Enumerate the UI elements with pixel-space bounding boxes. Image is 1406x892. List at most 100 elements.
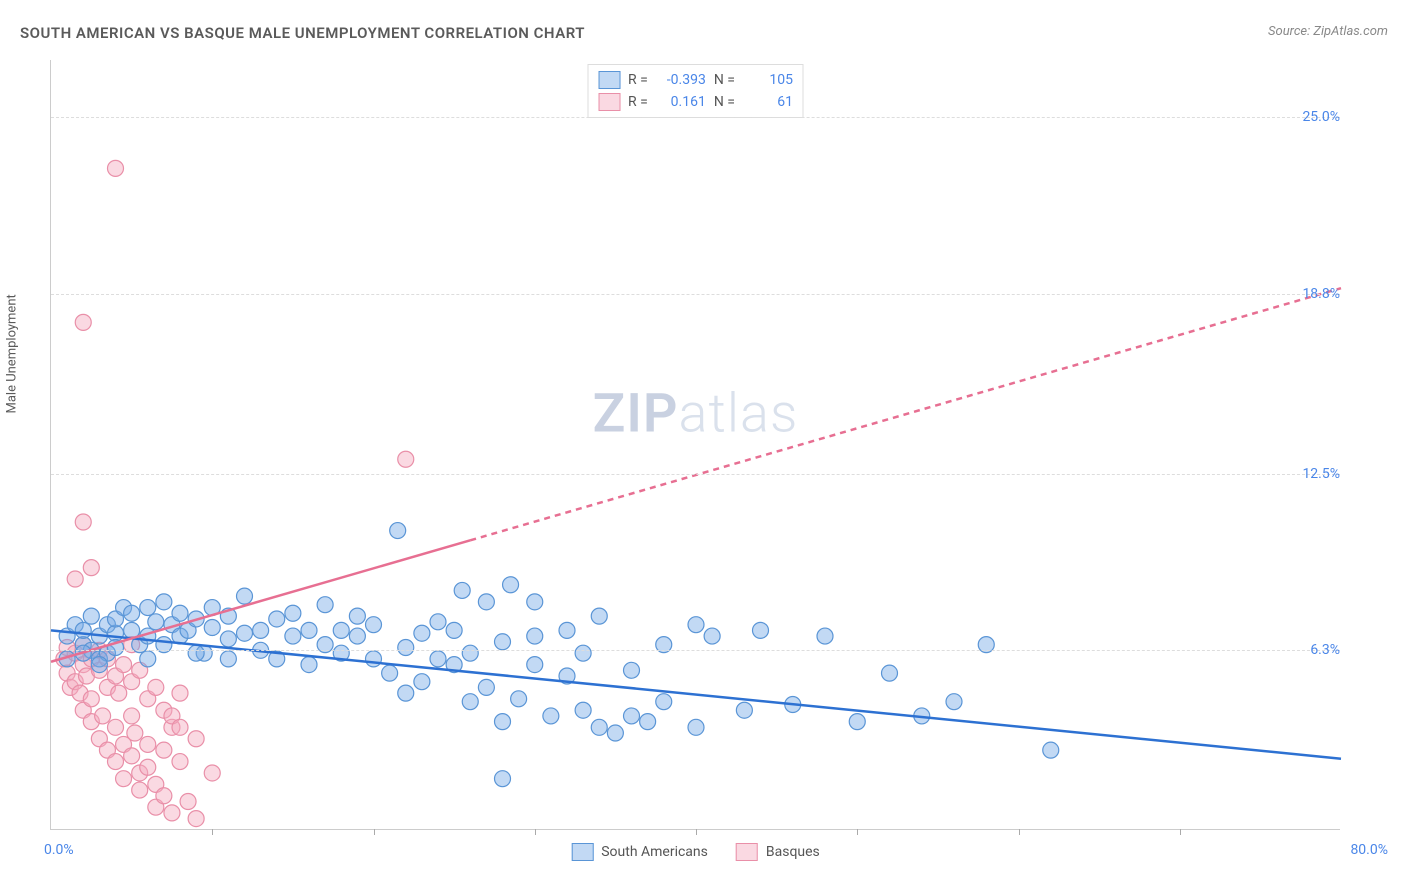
scatter-point (882, 665, 898, 681)
scatter-point (67, 571, 83, 587)
scatter-point (753, 622, 769, 638)
scatter-point (301, 657, 317, 673)
scatter-point (478, 594, 494, 610)
scatter-point (736, 702, 752, 718)
y-axis-label: Male Unemployment (5, 294, 20, 413)
scatter-point (269, 611, 285, 627)
y-tick-label: 18.8% (1302, 286, 1340, 302)
scatter-point (301, 622, 317, 638)
scatter-point (398, 639, 414, 655)
scatter-point (430, 614, 446, 630)
scatter-svg (51, 60, 1340, 829)
scatter-point (688, 617, 704, 633)
scatter-point (140, 651, 156, 667)
scatter-point (237, 625, 253, 641)
scatter-point (527, 657, 543, 673)
scatter-point (172, 685, 188, 701)
scatter-point (156, 594, 172, 610)
scatter-point (75, 622, 91, 638)
scatter-point (575, 645, 591, 661)
scatter-point (91, 657, 107, 673)
scatter-point (640, 714, 656, 730)
chart-title: SOUTH AMERICAN VS BASQUE MALE UNEMPLOYME… (20, 24, 585, 42)
scatter-point (607, 725, 623, 741)
scatter-point (140, 600, 156, 616)
trend-line (470, 288, 1341, 540)
scatter-point (108, 754, 124, 770)
scatter-point (624, 708, 640, 724)
scatter-point (95, 708, 111, 724)
x-tick (1019, 829, 1020, 835)
scatter-point (204, 765, 220, 781)
gridline (51, 117, 1340, 118)
legend-swatch-pink-b (736, 843, 758, 861)
x-tick (857, 829, 858, 835)
y-tick-label: 6.3% (1310, 642, 1340, 658)
legend-item-south-americans: South Americans (571, 843, 708, 861)
legend-label-south-americans: South Americans (601, 844, 708, 860)
scatter-point (414, 625, 430, 641)
scatter-point (454, 582, 470, 598)
scatter-point (188, 645, 204, 661)
scatter-point (172, 605, 188, 621)
scatter-point (382, 665, 398, 681)
scatter-point (527, 628, 543, 644)
scatter-point (366, 651, 382, 667)
scatter-point (180, 793, 196, 809)
x-tick (374, 829, 375, 835)
scatter-point (148, 679, 164, 695)
scatter-point (333, 622, 349, 638)
scatter-point (559, 622, 575, 638)
x-tick (1180, 829, 1181, 835)
gridline (51, 294, 1340, 295)
x-tick (535, 829, 536, 835)
x-tick (696, 829, 697, 835)
scatter-point (446, 622, 462, 638)
scatter-point (495, 634, 511, 650)
scatter-point (366, 617, 382, 633)
x-tick (212, 829, 213, 835)
scatter-point (1043, 742, 1059, 758)
scatter-point (398, 451, 414, 467)
scatter-point (817, 628, 833, 644)
scatter-point (116, 657, 132, 673)
scatter-point (349, 608, 365, 624)
scatter-point (83, 691, 99, 707)
scatter-point (591, 719, 607, 735)
legend-label-basques: Basques (766, 844, 820, 860)
scatter-point (172, 754, 188, 770)
scatter-point (204, 620, 220, 636)
scatter-point (575, 702, 591, 718)
y-tick-label: 25.0% (1302, 109, 1340, 125)
scatter-point (156, 742, 172, 758)
scatter-point (124, 605, 140, 621)
scatter-point (285, 628, 301, 644)
scatter-point (253, 622, 269, 638)
scatter-point (478, 679, 494, 695)
legend-swatch-blue-b (571, 843, 593, 861)
plot-area: ZIPatlas R = -0.393 N = 105 R = 0.161 N … (50, 60, 1340, 830)
scatter-point (704, 628, 720, 644)
scatter-point (156, 788, 172, 804)
scatter-point (172, 719, 188, 735)
gridline (51, 474, 1340, 475)
scatter-point (75, 514, 91, 530)
scatter-point (462, 694, 478, 710)
scatter-point (108, 719, 124, 735)
scatter-point (108, 625, 124, 641)
scatter-point (688, 719, 704, 735)
scatter-point (116, 771, 132, 787)
scatter-point (140, 759, 156, 775)
scatter-point (132, 782, 148, 798)
x-axis-origin: 0.0% (44, 842, 74, 858)
scatter-point (237, 588, 253, 604)
scatter-point (148, 614, 164, 630)
scatter-point (414, 674, 430, 690)
scatter-point (83, 608, 99, 624)
x-axis-max: 80.0% (1350, 842, 1388, 858)
scatter-point (285, 605, 301, 621)
scatter-point (462, 645, 478, 661)
scatter-point (317, 597, 333, 613)
y-tick-label: 12.5% (1302, 466, 1340, 482)
scatter-point (220, 631, 236, 647)
